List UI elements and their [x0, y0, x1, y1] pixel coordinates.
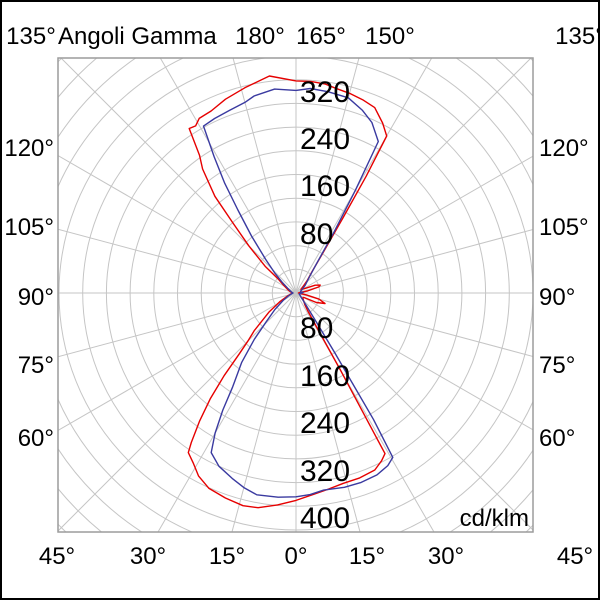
angle-grid-ray: [157, 292, 297, 532]
angle-label-bottom: 0°: [285, 543, 308, 570]
angle-label-right: 105°: [539, 214, 589, 241]
angle-label-top: 150°: [365, 23, 415, 50]
angle-grid-ray: [295, 292, 533, 531]
angle-label-left: 60°: [18, 425, 54, 452]
angle-label-left: 90°: [18, 284, 54, 311]
angle-label-bottom: 30°: [428, 543, 464, 570]
angle-label-bottom: 45°: [557, 543, 593, 570]
chart-title: Angoli Gamma: [58, 23, 217, 50]
angle-grid-ray: [295, 292, 533, 358]
angle-label-top: 135°: [555, 23, 600, 50]
axis-labels: 135° 180° 165° 150° 135° 45° 30° 15° 0° 15° 30° 45°…: [4, 23, 600, 570]
angle-label-bottom: 30°: [130, 543, 166, 570]
angle-grid-ray: [232, 58, 297, 294]
radial-tick-label: 160: [300, 360, 350, 393]
angle-label-right: 90°: [539, 284, 575, 311]
angle-grid-ray: [295, 155, 533, 294]
angle-label-left: 120°: [4, 135, 54, 162]
plot-frame: [57, 57, 534, 533]
angle-grid-ray: [58, 155, 297, 294]
radial-tick-label: 240: [300, 123, 350, 156]
angle-label-top: 180°: [235, 23, 285, 50]
angle-label-left: 75°: [18, 352, 54, 379]
angle-label-bottom: 15°: [349, 543, 385, 570]
radial-tick-label: 320: [300, 455, 350, 488]
angle-grid-ray: [60, 58, 297, 294]
radial-tick-label: 80: [300, 312, 333, 345]
radial-tick-label: 400: [300, 502, 350, 535]
angle-grid-ray: [58, 292, 297, 532]
angle-label-bottom: 45°: [39, 543, 75, 570]
red-curve-polyline: [187, 75, 388, 509]
intensity-curves: [187, 75, 394, 509]
unit-label: cd/klm: [460, 505, 529, 532]
blue-curve-polyline: [202, 87, 394, 498]
angle-label-top: 165°: [296, 23, 346, 50]
angle-label-right: 120°: [539, 135, 589, 162]
radial-tick-label: 160: [300, 170, 350, 203]
radial-tick-label: 80: [300, 218, 333, 251]
angle-grid-ray: [295, 292, 533, 431]
angle-grid-ray: [231, 292, 297, 532]
angle-grid-ray: [58, 292, 297, 431]
angle-label-left: 105°: [4, 214, 54, 241]
radial-tick-label: 320: [300, 76, 350, 109]
angle-grid-ray: [58, 228, 297, 294]
angle-grid-ray: [58, 292, 297, 358]
angle-label-right: 75°: [539, 352, 575, 379]
angle-grid-ray: [295, 292, 361, 532]
angle-label-bottom: 15°: [209, 543, 245, 570]
angle-label-top: 135°: [6, 23, 56, 50]
angle-grid-ray: [295, 58, 360, 294]
radial-tick-label: 240: [300, 407, 350, 440]
angle-grid-ray: [295, 228, 533, 294]
angle-grid-ray: [295, 58, 532, 294]
angle-label-right: 60°: [539, 425, 575, 452]
